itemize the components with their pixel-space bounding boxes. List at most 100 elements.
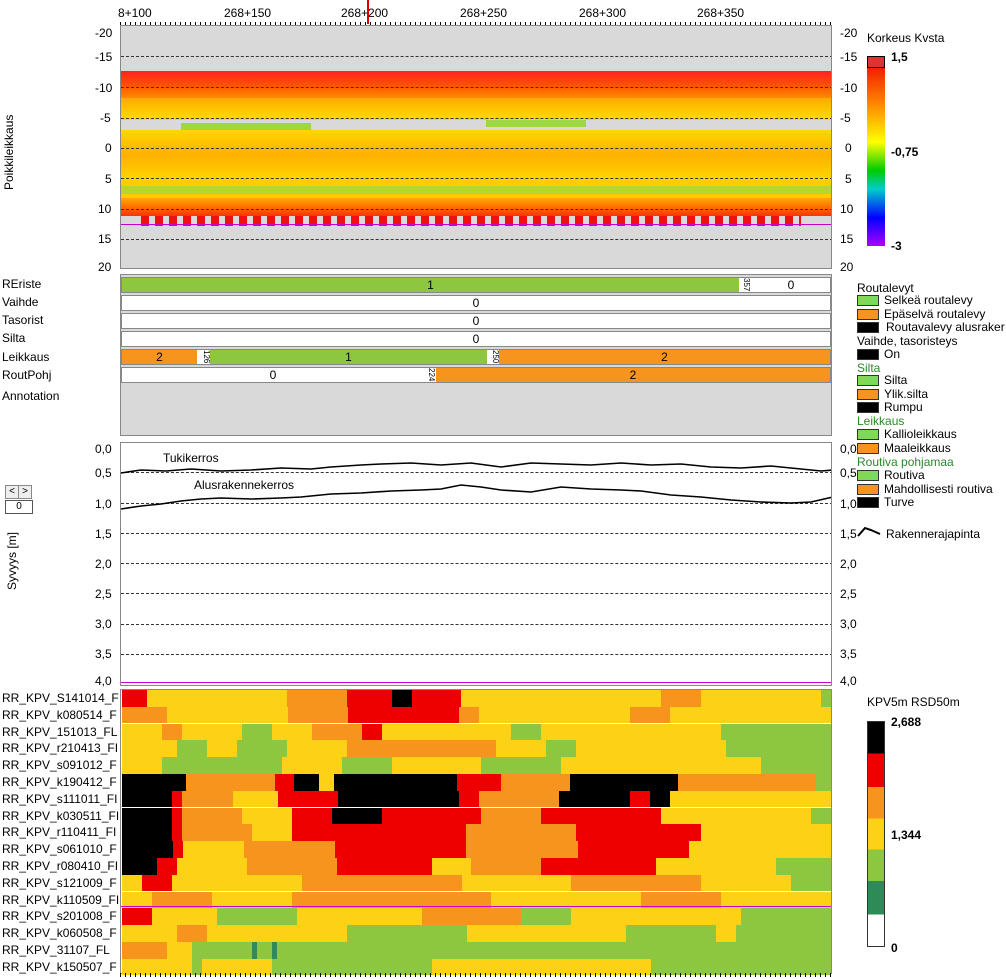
heatmap-cell <box>678 774 817 791</box>
heatmap-cell <box>176 740 207 757</box>
heatmap-row-label: RR_KPV_s121009_F <box>2 875 117 890</box>
heatmap-cell <box>122 790 173 808</box>
elevation-legend-max: 1,5 <box>891 50 908 64</box>
legend-label: On <box>884 347 901 361</box>
heatmap-cell <box>541 723 722 741</box>
depth-left-tick: 2,5 <box>95 587 112 601</box>
heatmap-row[interactable] <box>122 723 831 741</box>
legend-label: Maaleikkaus <box>884 441 951 455</box>
heatmap-cell <box>661 807 811 825</box>
nav-value-field[interactable]: 0 <box>5 500 33 514</box>
heatmap-row[interactable] <box>122 824 831 841</box>
heatmap-cell <box>570 774 679 791</box>
heatmap-cell <box>161 757 282 774</box>
heatmap-row[interactable] <box>122 841 831 858</box>
heatmap-cell <box>361 723 382 741</box>
heatmap-cell <box>701 690 821 707</box>
nav-next-button[interactable]: > <box>18 485 32 499</box>
heatmap-row[interactable] <box>122 740 831 757</box>
heatmap-cell <box>318 774 334 791</box>
legend-layer-line-label: Rakennerajapinta <box>886 527 981 541</box>
depth-left-tick: 4,0 <box>95 674 112 688</box>
track-segment: 2 <box>122 350 197 364</box>
heatmap-cell <box>122 723 162 741</box>
heatmap-cell <box>546 740 577 757</box>
heatmap-cell <box>689 841 831 858</box>
heatmap-row-label: RR_KPV_S141014_F <box>2 691 119 705</box>
rsd-legend-mid: 1,344 <box>891 828 922 842</box>
legend-label: Routiva <box>884 468 925 482</box>
heatmap-row[interactable] <box>122 908 831 925</box>
heatmap-cell <box>201 958 272 976</box>
track-tasorist[interactable]: 0 <box>121 313 831 329</box>
heatmap-cell <box>331 807 382 825</box>
track-segment: 2 <box>436 368 830 382</box>
cs-left-tick: 15 <box>98 232 112 246</box>
track-label-reriste: REriste <box>2 277 42 291</box>
track-silta[interactable]: 0 <box>121 331 831 347</box>
heatmap-cell <box>576 740 727 757</box>
heatmap-cell <box>311 723 362 741</box>
depth-right-tick: 3,0 <box>840 617 857 631</box>
heatmap-cell <box>172 841 183 858</box>
cs-right-tick: -20 <box>840 26 858 40</box>
cs-left-tick: -5 <box>100 111 111 125</box>
heatmap-cell <box>338 790 459 808</box>
heatmap-cell <box>171 874 302 892</box>
depth-right-tick: 2,5 <box>840 587 857 601</box>
heatmap-row[interactable] <box>122 858 831 875</box>
heatmap-cell <box>478 790 560 808</box>
heatmap-row[interactable] <box>122 774 831 791</box>
colorbar-handle[interactable] <box>867 56 885 68</box>
position-cursor[interactable] <box>367 0 369 24</box>
heatmap-row[interactable] <box>122 790 831 808</box>
track-routpohj[interactable]: 0 224 2 <box>121 367 831 383</box>
legend-title-routiva: Routiva pohjamaa <box>857 455 954 469</box>
rsd-colorbar <box>867 721 885 947</box>
legend-label: Silta <box>884 373 908 387</box>
heatmap-cell <box>151 891 212 909</box>
legend-swatch <box>857 309 879 320</box>
track-vaihde[interactable]: 0 <box>121 295 831 311</box>
heatmap-cell <box>481 757 562 774</box>
heatmap-row[interactable] <box>122 891 831 909</box>
heatmap-row[interactable] <box>122 942 831 959</box>
heatmap-cell <box>478 706 630 724</box>
depth-left-tick: 3,0 <box>95 617 112 631</box>
heatmap-cell <box>761 757 831 774</box>
heatmap-cell <box>232 790 278 808</box>
track-label-routpohj: RoutPohj <box>2 368 52 382</box>
cs-left-tick: 5 <box>105 172 112 186</box>
cs-right-tick: 0 <box>845 141 852 155</box>
cross-section-plot[interactable] <box>120 25 832 269</box>
legend-swatch <box>857 349 879 360</box>
heatmap-row[interactable] <box>122 757 831 774</box>
heatmap-cell <box>726 740 831 757</box>
legend-title-routalevyt: Routalevyt <box>857 281 914 295</box>
heatmap-row-label: RR_KPV_k190412_F <box>2 775 117 789</box>
heatmap-row[interactable] <box>122 807 831 825</box>
heatmap-row[interactable] <box>122 690 831 707</box>
legend-swatch <box>857 389 879 400</box>
heatmap-row-label: RR_KPV_r210413_FI <box>2 741 119 756</box>
nav-prev-button[interactable]: < <box>5 485 19 499</box>
track-reriste[interactable]: 1 357 0 <box>121 277 831 293</box>
depth-plot[interactable] <box>120 442 832 686</box>
heatmap-row[interactable] <box>122 925 831 942</box>
heatmap-row[interactable] <box>122 874 831 892</box>
legend-title-silta: Silta <box>857 361 881 375</box>
tukikerros-label: Tukikerros <box>163 451 219 465</box>
heatmap-row[interactable] <box>122 706 831 724</box>
heatmap-cell <box>466 925 627 942</box>
heatmap-row[interactable] <box>122 958 831 976</box>
heatmap-cell <box>561 757 762 774</box>
cross-section-ylabel: Poikkileikkaus <box>2 114 16 190</box>
depth-right-tick: 0,5 <box>840 466 857 480</box>
track-segment: 0 <box>752 278 830 292</box>
heatmap-cell <box>256 942 272 959</box>
heatmap-cell <box>571 874 702 892</box>
track-leikkaus[interactable]: 2 126 1 250 2 <box>121 349 831 365</box>
heatmap-cell <box>172 790 183 808</box>
heatmap-cell <box>176 925 207 942</box>
heatmap-cell <box>122 841 173 858</box>
